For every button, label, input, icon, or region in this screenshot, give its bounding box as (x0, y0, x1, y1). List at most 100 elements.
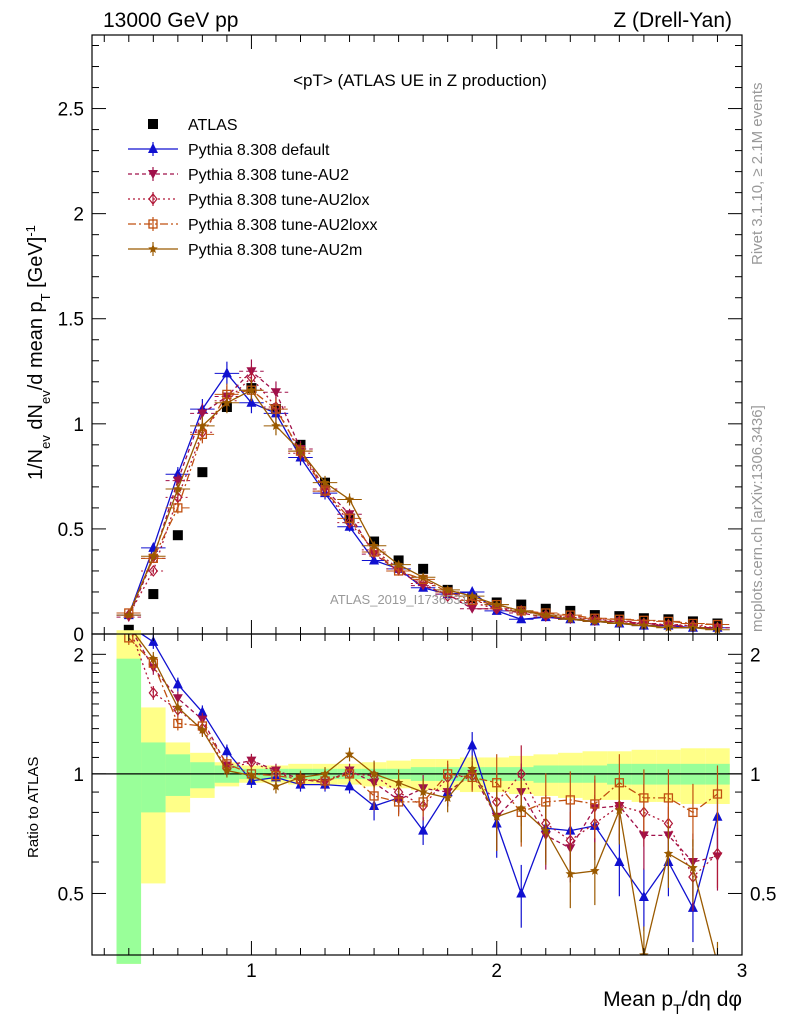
ratio-point-au2loxx (124, 634, 134, 643)
point-au2m (541, 610, 551, 620)
header-right: Z (Drell-Yan) (613, 9, 732, 32)
ratio-point-au2loxx (565, 795, 575, 805)
ratio-point-au2loxx (443, 769, 453, 779)
ratio-point-au2m (492, 811, 502, 821)
point-data (418, 563, 429, 574)
point-au2m (565, 614, 576, 624)
point-au2lox (590, 613, 600, 626)
ratio-point-au2m (688, 862, 698, 872)
ratio-point-au2m (222, 765, 232, 775)
x-axis-title: Mean pT/dη dφ (603, 988, 742, 1017)
point-au2m (393, 559, 404, 569)
x-tick-label: 3 (737, 961, 748, 982)
ratio-point-au2m (541, 825, 551, 835)
ratio-y-tick-label: 1 (73, 765, 84, 786)
point-au2m (492, 599, 502, 609)
ratio-y-tick-label-right: 1 (750, 765, 761, 786)
legend-item-au2m: Pythia 8.308 tune-AU2m (128, 242, 362, 259)
point-au2lox (148, 564, 159, 577)
point-au2loxx (173, 503, 183, 513)
point-au2m (369, 540, 379, 550)
x-tick-label: 1 (246, 961, 257, 982)
legend-marker (148, 219, 158, 229)
legend-item-default: Pythia 8.308 default (128, 142, 330, 159)
point-au2m (418, 572, 428, 582)
point-au2lox (491, 602, 502, 615)
point-au2loxx (344, 513, 355, 524)
ratio-point-au2loxx (663, 793, 674, 803)
ratio-point-au2m (320, 768, 330, 778)
ratio-series-au2loxx (124, 634, 723, 847)
point-data (197, 467, 208, 478)
ratio-point-default (172, 678, 183, 689)
ratio-point-au2m (516, 803, 526, 813)
ratio-point-au2m (565, 868, 576, 878)
ratio-point-au2m (614, 805, 625, 815)
mcplots-label: mcplots.cern.ch [arXiv:1306.3436] (749, 405, 766, 632)
legend-label: Pythia 8.308 tune-AU2m (188, 242, 362, 259)
legend-item-au2: Pythia 8.308 tune-AU2 (128, 167, 349, 184)
ratio-point-au2m (246, 770, 257, 780)
ratio-point-au2loxx (688, 807, 698, 818)
point-au2loxx (271, 404, 281, 414)
legend-item-au2lox: Pythia 8.308 tune-AU2lox (128, 192, 369, 209)
y-tick-label: 1.5 (58, 310, 84, 331)
point-default (172, 468, 183, 479)
point-au2m (246, 385, 257, 395)
ratio-point-au2m (590, 865, 600, 875)
uncertainty-band-green (165, 754, 191, 796)
ratio-series-au2m (134, 634, 723, 968)
ratio-point-default (638, 890, 649, 901)
y-tick-label: 0 (73, 625, 84, 646)
legend-marker (148, 244, 158, 253)
ratio-series-group (124, 634, 723, 968)
ratio-point-au2loxx (271, 770, 281, 781)
ratio-point-au2m (442, 792, 453, 802)
ratio-y-axis-title: Ratio to ATLAS (25, 757, 42, 858)
ratio-panel: 0.5 0.5 1 1 2 2 1 2 3 Ratio to ATLAS Mean pT/dη… (25, 630, 777, 1017)
point-au2 (467, 604, 478, 614)
point-default (516, 613, 527, 624)
point-au2m (148, 551, 159, 561)
point-au2m (124, 610, 134, 620)
legend-marker (148, 193, 158, 205)
series-au2m (116, 379, 730, 634)
point-default (467, 585, 478, 596)
plot-title: <pT> (ATLAS UE in Z production) (293, 71, 547, 90)
ratio-point-au2m (713, 959, 723, 968)
ratio-point-au2m (148, 653, 159, 663)
ratio-y-axis: 0.5 0.5 1 1 2 2 (58, 645, 777, 905)
main-plot-area (91, 34, 743, 635)
ratio-point-au2loxx (712, 789, 723, 799)
legend: ATLAS Pythia 8.308 default Pythia 8.308 tu… (128, 117, 377, 259)
point-au2 (197, 409, 208, 419)
legend-label: ATLAS (188, 117, 238, 134)
ratio-point-au2m (197, 725, 208, 734)
legend-item-data: ATLAS (148, 117, 238, 134)
y-tick-label: 0.5 (58, 520, 84, 541)
point-au2m (197, 420, 208, 430)
ratio-point-au2lox (148, 686, 159, 699)
legend-marker (148, 170, 158, 179)
ratio-point-au2m (393, 777, 404, 787)
point-au2m (516, 605, 526, 615)
ratio-point-default (516, 887, 527, 898)
main-y-axis: 0 0.5 1 1.5 2 2.5 (58, 35, 742, 646)
point-au2m (344, 494, 355, 504)
point-au2m (590, 616, 600, 626)
legend-marker (148, 143, 158, 153)
main-panel: ATLAS_2019_I1736531 <pT> (ATLAS UE in Z … (23, 34, 743, 646)
uncertainty-band-green (190, 762, 215, 789)
ratio-point-default (221, 745, 232, 756)
ratio-point-au2loxx (590, 799, 600, 809)
ratio-plot-area (91, 630, 743, 968)
point-au2lox (442, 590, 453, 603)
point-au2m (271, 420, 281, 430)
legend-label: Pythia 8.308 tune-AU2lox (188, 192, 369, 209)
point-au2 (270, 388, 281, 398)
x-tick-label: 2 (491, 961, 502, 982)
ratio-y-tick-label-right: 0.5 (750, 884, 776, 905)
ratio-point-au2lox (516, 767, 527, 780)
ratio-y-tick-label: 0.5 (58, 884, 84, 905)
ratio-point-au2loxx (173, 718, 183, 729)
